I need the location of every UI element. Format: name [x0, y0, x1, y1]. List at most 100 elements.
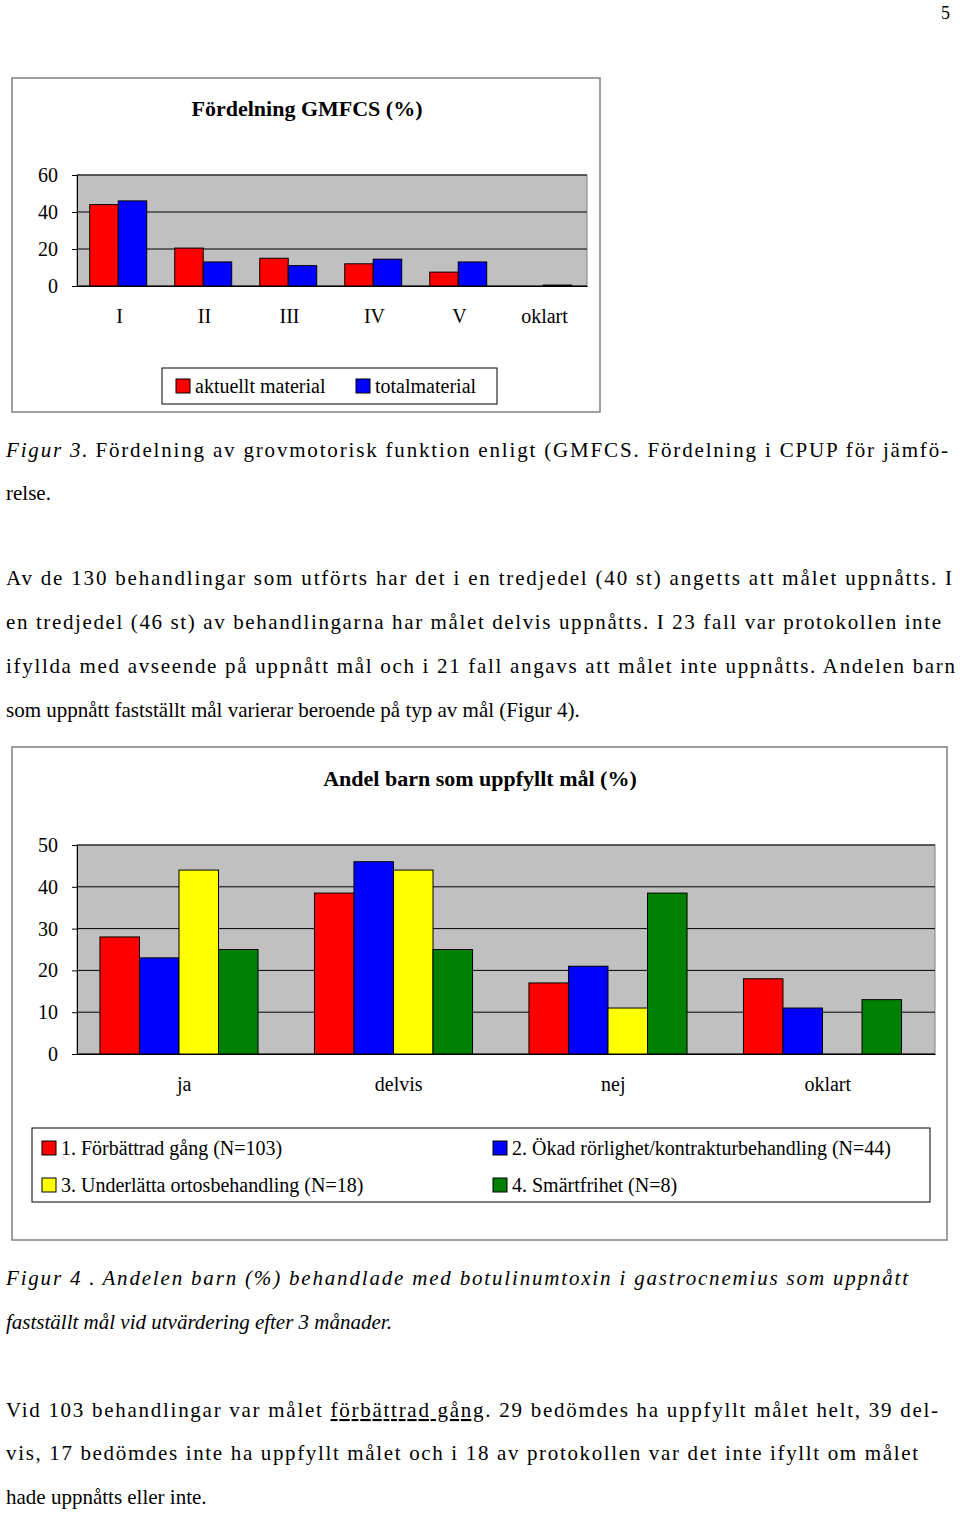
bar [90, 205, 118, 286]
grid-line [77, 175, 587, 176]
tick-mark [72, 212, 77, 213]
tick-label: II [198, 305, 211, 327]
tick-label: III [280, 305, 300, 327]
caption-text: relse. [6, 481, 51, 505]
bar [354, 862, 394, 1054]
chart: Fördelning GMFCS (%)0204060IIIIIIIVVokla… [12, 78, 600, 412]
bar [568, 966, 608, 1054]
bar [783, 1008, 823, 1054]
page-number: 5 [941, 3, 950, 23]
legend: aktuellt materialtotalmaterial [162, 368, 497, 404]
bar [373, 259, 401, 286]
tick-mark [72, 1012, 77, 1013]
chart-title: Andel barn som uppfyllt mål (%) [323, 766, 637, 791]
tick: 50 [38, 834, 77, 856]
legend-box [162, 368, 497, 404]
paragraph-line: Av de 130 behandlingar som utförts har d… [6, 566, 952, 590]
tick-label: 0 [48, 1043, 58, 1065]
bar [743, 979, 783, 1054]
tick-label: 0 [48, 275, 58, 297]
paragraph-line: Vid 103 behandlingar var målet förbättra… [6, 1398, 938, 1422]
tick: 40 [38, 201, 77, 223]
bar [648, 893, 688, 1054]
plot-area [77, 845, 935, 1054]
legend-label: 3. Underlätta ortosbehandling (N=18) [61, 1174, 363, 1197]
tick-label: oklart [804, 1073, 851, 1095]
bar [203, 262, 231, 286]
tick: V [452, 305, 467, 327]
grid-line [77, 212, 587, 213]
legend-swatch [42, 1178, 56, 1192]
paragraph-line: ifyllda med avseende på uppnått mål och … [6, 654, 956, 678]
tick-mark [72, 887, 77, 888]
bar [260, 258, 288, 286]
text-segment: Vid 103 behandlingar var målet [6, 1398, 329, 1422]
bar [543, 285, 571, 286]
tick: 40 [38, 876, 77, 898]
tick-label: nej [601, 1073, 625, 1096]
y-axis: 0204060 [38, 164, 78, 297]
figure-caption: relse. [6, 481, 51, 505]
legend-swatch [176, 379, 190, 393]
bars [90, 201, 572, 286]
legend-swatch [493, 1178, 507, 1192]
bar [430, 272, 458, 286]
tick: IV [364, 305, 386, 327]
chart-frame [12, 78, 600, 412]
legend-swatch [493, 1141, 507, 1155]
tick: oklart [804, 1073, 851, 1095]
axis-line [78, 1054, 936, 1055]
tick: 10 [38, 1001, 77, 1023]
tick: III [280, 305, 300, 327]
legend-swatch [356, 379, 370, 393]
grid-line [77, 286, 587, 287]
grid [77, 845, 935, 1054]
paragraph-line: vis, 17 bedömdes inte ha uppfyllt målet … [6, 1441, 918, 1465]
bar [515, 286, 543, 287]
tick-mark [72, 970, 77, 971]
tick: 20 [38, 959, 77, 981]
paragraph-line: hade uppnåtts eller inte. [6, 1485, 207, 1509]
tick-label: delvis [375, 1073, 423, 1095]
bar [219, 950, 259, 1055]
bar [862, 1000, 902, 1054]
tick: 0 [48, 275, 77, 297]
bar [100, 937, 140, 1054]
tick: 60 [38, 164, 77, 186]
tick: oklart [521, 305, 568, 327]
figure-caption: Figur 3. Fördelning av grovmotorisk funkt… [5, 438, 948, 462]
bars [100, 862, 902, 1054]
plot-area [77, 175, 587, 286]
x-axis: IIIIIIIVVoklart [78, 287, 588, 328]
tick-label: 60 [38, 164, 58, 186]
bar [458, 262, 486, 286]
grid-line [77, 249, 587, 250]
axis-line [77, 176, 78, 287]
tick: ja [176, 1073, 192, 1096]
tick-label: oklart [521, 305, 568, 327]
tick-label: 20 [38, 959, 58, 981]
caption-text: Andelen barn (%) behandlade med botulinu… [100, 1266, 909, 1290]
tick-label: ja [176, 1073, 192, 1096]
tick-mark [72, 1054, 77, 1055]
caption-text: Fördelning av grovmotorisk funktion enli… [95, 438, 948, 462]
bar [179, 870, 219, 1054]
bar [314, 893, 354, 1054]
axis-line [77, 846, 78, 1055]
tick-label: IV [364, 305, 386, 327]
chart-frame [12, 747, 947, 1240]
x-axis: ja delvis nej oklart [78, 1055, 936, 1097]
tick-mark [72, 845, 77, 846]
paragraph-line: som uppnått fastställt mål varierar bero… [6, 698, 580, 722]
y-axis: 01020304050 [38, 834, 78, 1065]
legend-label: 4. Smärtfrihet (N=8) [512, 1174, 677, 1197]
caption-label: Figur 4 . [5, 1266, 95, 1290]
bar [175, 248, 203, 286]
caption-text: fastställt mål vid utvärdering efter 3 m… [6, 1310, 392, 1334]
tick-label: 40 [38, 201, 58, 223]
bar [345, 264, 373, 286]
legend-swatch [42, 1141, 56, 1155]
tick: nej [601, 1073, 625, 1096]
figure-caption: fastställt mål vid utvärdering efter 3 m… [6, 1310, 392, 1334]
caption-label: Figur 3. [5, 438, 88, 462]
